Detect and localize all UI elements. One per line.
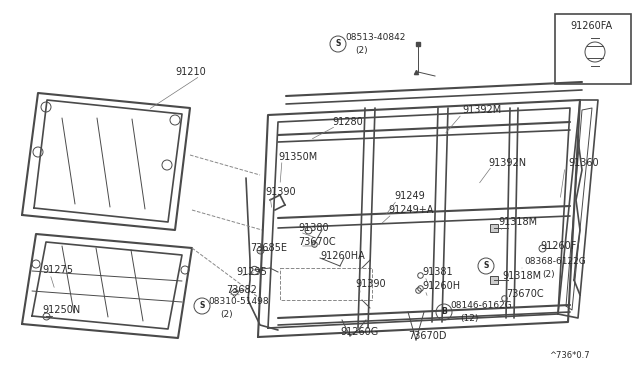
Text: 73670D: 73670D — [408, 331, 447, 341]
Text: 91275: 91275 — [42, 265, 73, 275]
Bar — [555, 14, 631, 84]
Text: 91318M: 91318M — [502, 271, 541, 281]
Text: 91390: 91390 — [265, 187, 296, 197]
Text: S: S — [199, 301, 205, 311]
Text: (2): (2) — [220, 310, 232, 318]
Text: 91260H: 91260H — [422, 281, 460, 291]
Text: (12): (12) — [460, 314, 478, 323]
Text: 91381: 91381 — [422, 267, 452, 277]
Text: (2): (2) — [355, 45, 367, 55]
Text: 08513-40842: 08513-40842 — [345, 33, 405, 42]
Text: 91249: 91249 — [394, 191, 425, 201]
Text: 91280: 91280 — [332, 117, 363, 127]
Text: 91350M: 91350M — [278, 152, 317, 162]
Text: 91380: 91380 — [298, 223, 328, 233]
Text: 91318M: 91318M — [498, 217, 537, 227]
Text: 91249+A: 91249+A — [388, 205, 433, 215]
Text: 08368-6122G: 08368-6122G — [524, 257, 586, 266]
Text: 91392N: 91392N — [488, 158, 526, 168]
Text: S: S — [335, 39, 340, 48]
Text: 91295: 91295 — [236, 267, 267, 277]
Text: ^736*0.7: ^736*0.7 — [549, 352, 590, 360]
Text: 73685E: 73685E — [250, 243, 287, 253]
Text: 73670C: 73670C — [298, 237, 335, 247]
Text: 08310-51498: 08310-51498 — [208, 298, 269, 307]
Text: 91260G: 91260G — [340, 327, 378, 337]
Text: 91260FA: 91260FA — [570, 21, 612, 31]
Text: B: B — [441, 308, 447, 317]
Text: 73670C: 73670C — [506, 289, 543, 299]
Text: (2): (2) — [542, 269, 555, 279]
Text: 91250N: 91250N — [42, 305, 80, 315]
Text: S: S — [483, 262, 489, 270]
Text: 91210: 91210 — [175, 67, 205, 77]
Text: 91390: 91390 — [355, 279, 386, 289]
Text: 91392M: 91392M — [462, 105, 501, 115]
Text: 08146-6162G: 08146-6162G — [450, 301, 512, 311]
Text: 73682: 73682 — [226, 285, 257, 295]
Text: 91360: 91360 — [568, 158, 598, 168]
Text: 91260HA: 91260HA — [320, 251, 365, 261]
Text: 91260F: 91260F — [540, 241, 577, 251]
